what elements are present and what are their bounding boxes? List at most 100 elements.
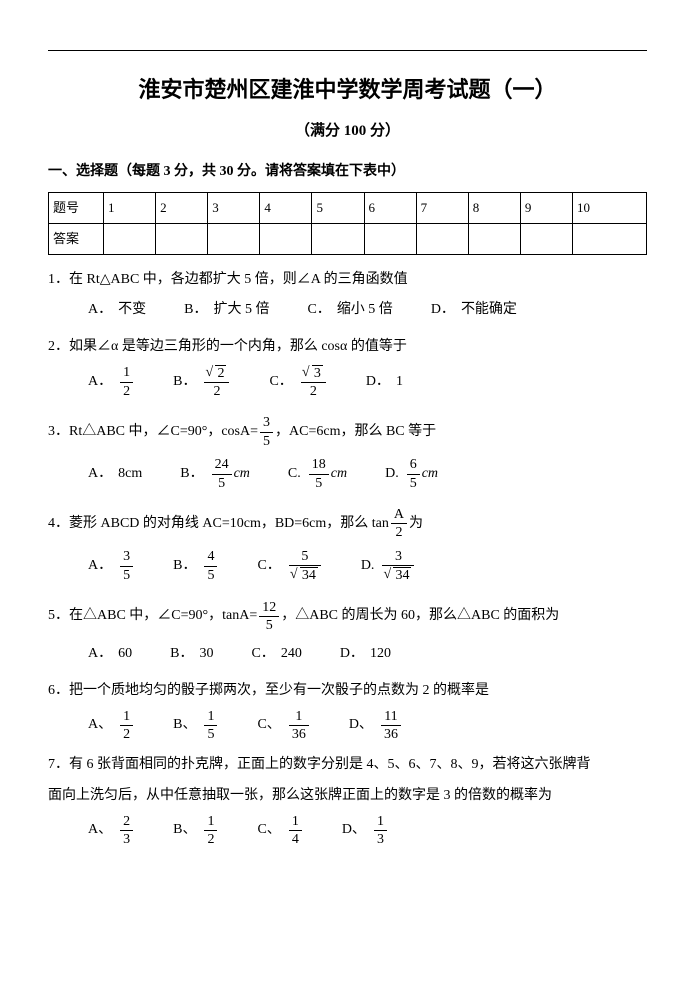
q4-options: A．35 B．45 C．534 D.334 <box>88 549 647 584</box>
radicand: 34 <box>300 567 318 583</box>
q4-pre: 4．菱形 ABCD 的对角线 AC=10cm，BD=6cm，那么 tan <box>48 511 389 538</box>
col-num: 5 <box>312 192 364 223</box>
table-row: 题号 1 2 3 4 5 6 7 8 9 10 <box>49 192 647 223</box>
opt-text: 缩小 5 倍 <box>337 297 393 324</box>
answer-cell <box>364 223 416 254</box>
q6-options: A、12 B、15 C、136 D、1136 <box>88 709 647 743</box>
opt-label: C． <box>307 297 330 324</box>
denominator: 2 <box>120 726 133 742</box>
numerator: 11 <box>381 709 401 726</box>
unit: cm <box>234 461 250 488</box>
q2-opt-c: C． 32 <box>269 365 327 400</box>
question-7-line2: 面向上洗匀后，从中任意抽取一张，那么这张牌正面上的数字是 3 的倍数的概率为 <box>48 783 647 810</box>
denominator: 4 <box>289 831 302 847</box>
q6-opt-b: B、15 <box>173 709 219 743</box>
denominator: 5 <box>259 617 279 633</box>
denominator: 34 <box>382 566 414 583</box>
q6-opt-d: D、1136 <box>349 709 403 743</box>
q5-post: ，△ABC 的周长为 60，那么△ABC 的面积为 <box>281 603 559 630</box>
fraction: 334 <box>382 549 414 584</box>
unit: cm <box>331 461 347 488</box>
q7-opt-c: C、 14 <box>257 814 303 848</box>
opt-label: D． <box>366 369 390 396</box>
q5-opt-b: B．30 <box>170 641 213 668</box>
col-num: 3 <box>208 192 260 223</box>
opt-label: C． <box>257 553 280 580</box>
opt-label: A、 <box>88 712 112 739</box>
answer-cell <box>104 223 156 254</box>
opt-text: 扩大 5 倍 <box>213 297 269 324</box>
denominator: 2 <box>204 383 229 399</box>
fraction: 65 <box>407 457 420 491</box>
sqrt-icon: 3 <box>304 365 323 381</box>
opt-label: C． <box>269 369 292 396</box>
q4-post: 为 <box>409 511 423 538</box>
fraction: A2 <box>391 507 407 541</box>
opt-label: D． <box>340 641 364 668</box>
q7-options: A、23 B、12 C、14 D、13 <box>88 814 647 848</box>
table-row: 答案 <box>49 223 647 254</box>
numerator: 24 <box>212 457 232 474</box>
numerator: 1 <box>289 709 309 726</box>
denominator: 5 <box>309 475 329 491</box>
col-num: 2 <box>156 192 208 223</box>
opt-label: C. <box>288 461 301 488</box>
denominator: 36 <box>381 726 401 742</box>
q5-opt-a: A．60 <box>88 641 132 668</box>
fraction: 185 <box>309 457 329 491</box>
col-num: 6 <box>364 192 416 223</box>
question-1: 1．在 Rt△ABC 中，各边都扩大 5 倍，则∠A 的三角函数值 <box>48 267 647 294</box>
numerator: 4 <box>204 549 217 566</box>
denominator: 5 <box>212 475 232 491</box>
denominator: 2 <box>391 524 407 540</box>
denominator: 36 <box>289 726 309 742</box>
fraction: 23 <box>120 814 133 848</box>
section1-heading: 一、选择题（每题 3 分，共 30 分。请将答案填在下表中） <box>48 159 647 186</box>
page-title: 淮安市楚州区建淮中学数学周考试题（一） <box>48 69 647 111</box>
numerator: 1 <box>204 709 217 726</box>
opt-text: 30 <box>199 641 213 668</box>
q5-pre: 5．在△ABC 中，∠C=90°，tanA= <box>48 603 257 630</box>
opt-text: 240 <box>281 641 302 668</box>
q3-post: ，AC=6cm，那么 BC 等于 <box>275 419 436 446</box>
fraction: 15 <box>204 709 217 743</box>
numerator: 18 <box>309 457 329 474</box>
q4-opt-d: D.334 <box>361 549 417 584</box>
answer-cell <box>208 223 260 254</box>
opt-label: D、 <box>342 817 366 844</box>
answer-cell <box>312 223 364 254</box>
q1-opt-a: A．不变 <box>88 297 146 324</box>
numerator: 1 <box>120 709 133 726</box>
numerator: 5 <box>289 549 321 566</box>
q2-options: A． 12 B． 22 C． 32 D． 1 <box>88 365 647 400</box>
fraction: 14 <box>289 814 302 848</box>
fraction: 35 <box>120 549 133 583</box>
question-7-line1: 7．有 6 张背面相同的扑克牌，正面上的数字分别是 4、5、6、7、8、9，若将… <box>48 752 647 779</box>
fraction: 125 <box>259 600 279 634</box>
opt-label: A． <box>88 461 112 488</box>
opt-label: A． <box>88 369 112 396</box>
radicand: 34 <box>393 567 411 583</box>
q5-opt-d: D． 120 <box>340 641 391 668</box>
opt-text: 120 <box>370 641 391 668</box>
denominator: 2 <box>204 831 217 847</box>
opt-label: B、 <box>173 817 196 844</box>
denominator: 5 <box>204 726 217 742</box>
numerator: 3 <box>260 415 273 432</box>
sqrt-icon: 34 <box>292 567 318 583</box>
answer-table: 题号 1 2 3 4 5 6 7 8 9 10 答案 <box>48 192 647 255</box>
answer-cell <box>520 223 572 254</box>
fraction: 45 <box>204 549 217 583</box>
opt-label: A、 <box>88 817 112 844</box>
numerator: 2 <box>120 814 133 831</box>
numerator: 3 <box>382 549 414 566</box>
q7-opt-a: A、 23 <box>88 814 135 848</box>
q3-opt-a: A．8cm <box>88 457 142 491</box>
opt-text: 60 <box>118 641 132 668</box>
q5-options: A．60 B．30 C．240 D．120 <box>88 641 647 668</box>
q4-opt-c: C． 534 <box>257 549 322 584</box>
question-4: 4．菱形 ABCD 的对角线 AC=10cm，BD=6cm，那么 tan A2 … <box>48 507 423 541</box>
numerator: 1 <box>120 365 133 382</box>
q3-pre: 3．Rt△ABC 中，∠C=90°，cosA= <box>48 419 258 446</box>
opt-label: C、 <box>257 817 280 844</box>
